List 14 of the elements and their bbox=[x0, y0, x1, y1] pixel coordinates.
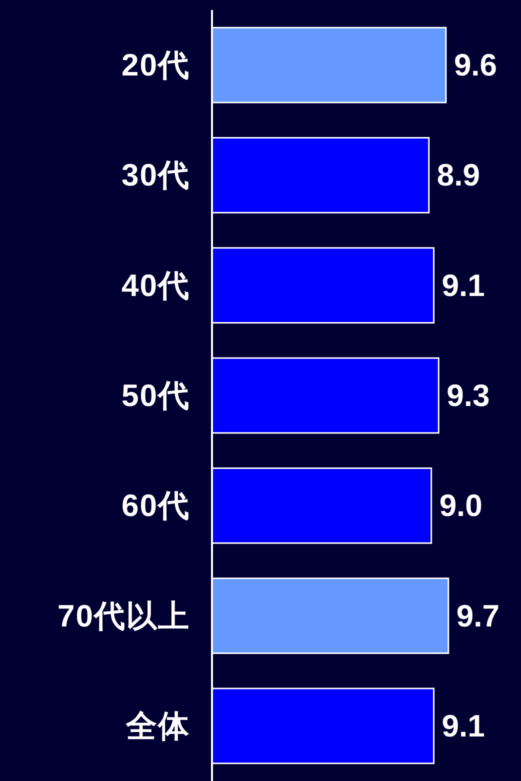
y-tick-label: 30代 bbox=[122, 158, 190, 193]
y-tick-label: 70代以上 bbox=[58, 598, 190, 634]
data-label: 8.9 bbox=[436, 158, 480, 193]
y-tick-label: 60代 bbox=[122, 488, 190, 524]
data-label: 9.0 bbox=[439, 488, 482, 524]
y-tick-label: 50代 bbox=[122, 378, 190, 413]
y-tick-label: 20代 bbox=[122, 48, 190, 83]
y-tick-label: 全体 bbox=[125, 708, 190, 744]
data-label: 9.3 bbox=[446, 378, 490, 413]
data-label: 9.7 bbox=[456, 598, 500, 634]
y-tick-label: 40代 bbox=[122, 268, 190, 303]
data-label: 9.6 bbox=[454, 48, 498, 83]
data-label: 9.1 bbox=[442, 268, 485, 303]
data-label: 9.1 bbox=[442, 708, 485, 744]
